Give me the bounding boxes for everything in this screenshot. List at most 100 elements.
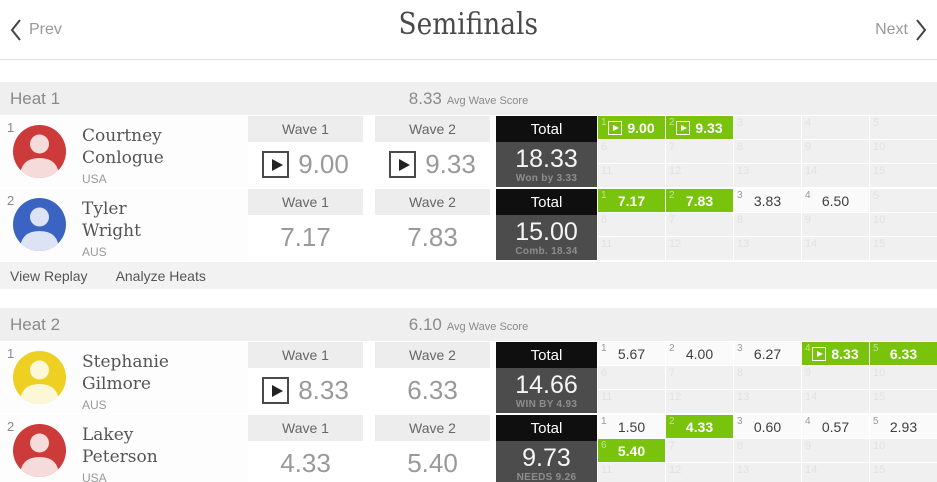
wave-slot-3: 3 3.83 (734, 189, 801, 212)
wave-slot-12: 12 (666, 164, 733, 187)
person-silhouette-icon (20, 360, 59, 404)
wave-slot-10: 10 (870, 140, 937, 163)
wave-slot-number: 15 (873, 391, 886, 403)
total-column: Total 14.66 WIN BY 4.93 (496, 342, 597, 413)
wave-slot-number: 11 (601, 391, 613, 403)
next-round-button[interactable]: Next (875, 0, 927, 59)
wave2-column: Wave 2 6.33 (375, 342, 490, 413)
wave-slot-5: 5 (870, 189, 937, 212)
wave-slot-number: 12 (669, 391, 682, 403)
analyze-heats-link[interactable]: Analyze Heats (115, 267, 206, 284)
wave-slot-13: 13 (734, 237, 801, 260)
avg-wave-score-value: 6.10 (408, 315, 442, 334)
wave-slot-value: 7.83 (666, 189, 733, 212)
wave-score: 4.33 (685, 418, 714, 435)
wave-slot-2[interactable]: 2 9.33 (666, 116, 733, 139)
wave-score: 7.83 (685, 192, 714, 209)
wave-grid: 1 7.17 2 7.83 3 3.83 4 6.50 5 6 7 8 9 10 11 12 13 14 15 (598, 189, 937, 260)
wave1-column: Wave 1 9.00 (248, 116, 363, 187)
next-label: Next (875, 20, 908, 38)
wave1-score-cell: 4.33 (248, 441, 363, 482)
view-replay-link[interactable]: View Replay (10, 267, 88, 284)
athlete-first-name: Courtney (82, 126, 162, 146)
wave-slot-number: 5 (873, 416, 879, 427)
wave2-score: 5.40 (407, 448, 458, 478)
play-icon[interactable] (262, 377, 290, 404)
spacer (0, 289, 937, 308)
heat-header: Heat 1 8.33 Avg Wave Score (0, 82, 937, 115)
round-navigation: Prev Semifinals Next (0, 0, 937, 60)
wave-slot-1: 1 5.67 (598, 342, 665, 365)
wave1-header: Wave 1 (248, 189, 363, 215)
wave-score: 9.00 (627, 119, 655, 136)
wave-slot-4: 4 (802, 116, 869, 139)
athlete-country: AUS (82, 245, 107, 259)
wave-slot-number: 10 (873, 367, 886, 379)
play-icon[interactable] (676, 120, 691, 135)
athlete-last-name: Gilmore (82, 374, 151, 394)
total-header: Total (496, 189, 597, 215)
wave-slot-number: 14 (805, 391, 818, 403)
wave-slot-number: 5 (873, 343, 879, 354)
wave2-header: Wave 2 (375, 342, 490, 368)
wave-slot-number: 13 (737, 238, 750, 250)
prev-round-button[interactable]: Prev (10, 0, 62, 59)
wave-slot-number: 1 (601, 416, 607, 427)
wave-slot-7: 7 (666, 140, 733, 163)
wave-slot-11: 11 (598, 237, 665, 260)
play-icon[interactable] (262, 151, 290, 178)
wave-score: 7.17 (617, 192, 646, 209)
heat-section: Heat 2 6.10 Avg Wave Score 1 Stephanie Gi… (0, 308, 937, 482)
athlete-first-name: Lakey (82, 425, 134, 445)
wave-slot-number: 2 (669, 117, 675, 128)
wave-slot-1[interactable]: 1 9.00 (598, 116, 665, 139)
total-score: 18.33 (515, 144, 578, 173)
athlete-first-name: Tyler (82, 199, 127, 219)
wave-slot-value: 4.33 (666, 415, 733, 438)
wave1-header: Wave 1 (248, 116, 363, 142)
wave-slot-8: 8 (734, 140, 801, 163)
person-silhouette-icon (20, 207, 59, 251)
wave-slot-number: 14 (805, 464, 818, 476)
total-status: Won by 3.33 (515, 172, 578, 184)
wave-slot-value: 0.60 (734, 415, 801, 438)
wave1-header: Wave 1 (248, 415, 363, 441)
wave-slot-9: 9 (802, 213, 869, 236)
play-icon[interactable] (812, 346, 827, 361)
athlete-name-block: Tyler Wright AUS (82, 198, 141, 259)
athlete-row: 2 Tyler Wright AUS Wave 1 7.17 Wave 2 (0, 189, 937, 260)
total-score-cell: 9.73 NEEDS 9.26 (496, 441, 597, 482)
heats-container: Heat 1 8.33 Avg Wave Score 1 Courtney Con… (0, 82, 937, 482)
wave-slot-4[interactable]: 4 8.33 (802, 342, 869, 365)
wave-slot-1: 1 1.50 (598, 415, 665, 438)
wave-score: 6.27 (753, 345, 782, 362)
wave-slot-1: 1 7.17 (598, 189, 665, 212)
athlete-row: 1 Stephanie Gilmore AUS Wave 1 8.33 Wave… (0, 342, 937, 413)
wave1-column: Wave 1 8.33 (248, 342, 363, 413)
wave-slot-number: 7 (669, 141, 676, 153)
wave-slot-number: 14 (805, 238, 818, 250)
play-icon[interactable] (608, 120, 623, 135)
wave-slot-14: 14 (802, 463, 869, 482)
play-icon[interactable] (389, 151, 417, 178)
wave2-score: 9.33 (425, 149, 476, 179)
wave-score: 9.33 (695, 119, 723, 136)
rank-label: 2 (7, 419, 15, 434)
wave-slot-value: 5.40 (598, 439, 665, 462)
wave-slot-14: 14 (802, 390, 869, 413)
total-score-cell: 18.33 Won by 3.33 (496, 142, 597, 187)
wave-slot-number: 13 (737, 391, 750, 403)
play-triangle-icon (271, 384, 283, 397)
rank-label: 2 (7, 193, 15, 208)
wave-slot-6: 6 5.40 (598, 439, 665, 462)
heat-rows: 1 Courtney Conlogue USA Wave 1 9.00 Wave… (0, 116, 937, 289)
wave-slot-number: 2 (669, 343, 675, 354)
athlete-avatar (13, 198, 66, 251)
wave-slot-number: 2 (669, 416, 675, 427)
wave-slot-value: 6.33 (870, 342, 937, 365)
wave-slot-number: 6 (601, 141, 608, 153)
wave-slot-number: 8 (737, 141, 744, 153)
wave-slot-number: 7 (669, 440, 676, 452)
wave-slot-number: 12 (669, 464, 682, 476)
wave-slot-13: 13 (734, 463, 801, 482)
